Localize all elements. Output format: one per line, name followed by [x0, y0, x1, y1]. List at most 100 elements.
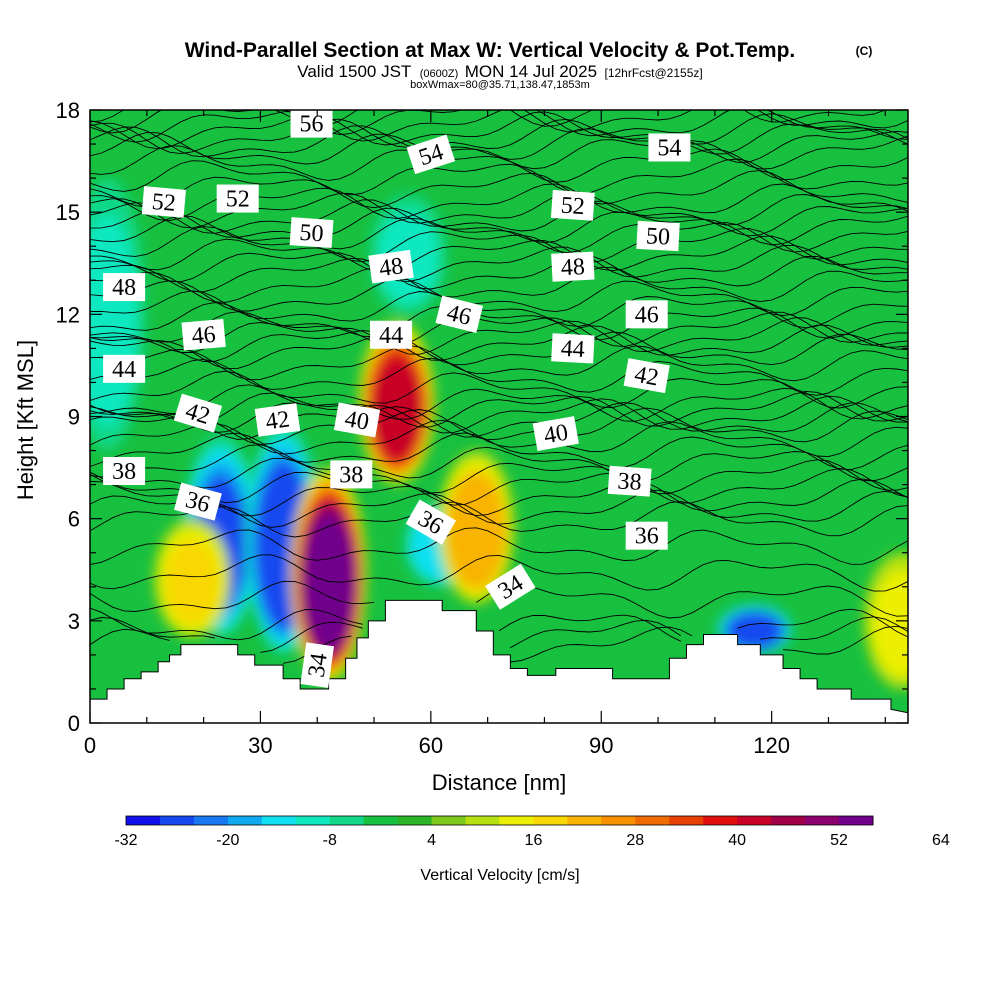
theta-label-text: 42 — [632, 362, 660, 392]
theta-label-box — [485, 563, 536, 610]
updraft-core-3-level-2 — [164, 540, 220, 624]
colorbar-tick-label: 40 — [728, 832, 746, 849]
colorbar-swatch — [261, 816, 297, 825]
theta-contour-line-1 — [90, 616, 908, 653]
theta-label-text: 44 — [112, 357, 136, 383]
theta-label-text: 52 — [560, 193, 586, 221]
theta-label-0: 56 — [290, 110, 333, 138]
theta-label-4: 52 — [216, 184, 259, 213]
colorbar-swatch — [363, 816, 399, 825]
theta-label-1: 54 — [406, 134, 456, 175]
theta-contour-line-44 — [90, 118, 908, 155]
theta-label-text: 42 — [264, 406, 291, 435]
x-axis: 0 30 60 90 120 — [84, 110, 886, 758]
theta-label-24: 38 — [607, 465, 652, 497]
theta-label-box — [623, 358, 670, 394]
theta-contour-line-39 — [90, 170, 908, 209]
theta-label-6: 50 — [289, 217, 334, 249]
colorbar-swatch — [227, 816, 263, 825]
theta-label-text: 48 — [378, 253, 405, 282]
updraft-core-4-level-1 — [872, 571, 908, 677]
theta-contour-line-7 — [90, 489, 908, 528]
terrain — [90, 599, 908, 723]
theta-label-box — [551, 251, 595, 282]
colorbar-tick-label: 4 — [427, 832, 436, 849]
theta-label-2: 54 — [648, 133, 691, 162]
theta-label-21: 40 — [532, 416, 579, 451]
theta-contour-line-16 — [90, 395, 908, 434]
y-tick-label: 12 — [56, 302, 80, 327]
theta-label-20: 40 — [333, 402, 381, 438]
valid-prefix: Valid 1500 JST — [297, 62, 411, 81]
theta-contour-line-24 — [90, 317, 908, 355]
theta-label-box — [289, 217, 334, 249]
colorbar-swatch — [839, 816, 874, 825]
theta-label-14: 44 — [103, 354, 146, 383]
box-info: boxWmax=80@35.71,138.47,1853m — [410, 79, 590, 91]
colorbar-swatch — [635, 816, 670, 825]
updraft-core-1-level-6 — [372, 358, 422, 460]
theta-label-12: 46 — [435, 295, 483, 333]
theta-label-text: 52 — [151, 189, 177, 217]
theta-label-9: 48 — [368, 249, 414, 284]
colorbar-tick-label: -20 — [216, 832, 239, 849]
theta-label-text: 46 — [635, 302, 659, 328]
theta-label-box — [435, 295, 483, 333]
theta-label-box — [607, 465, 652, 497]
theta-label-text: 48 — [112, 275, 136, 301]
y-tick-label: 18 — [56, 98, 80, 123]
theta-label-11: 46 — [181, 318, 226, 351]
x-tick-label: 30 — [248, 733, 272, 758]
theta-contour-line-4 — [90, 554, 908, 592]
theta-label-text: 52 — [226, 187, 250, 213]
theta-label-box — [103, 273, 146, 302]
theta-contour-line-37 — [90, 191, 908, 229]
forecast-info: [12hrFcst@2155z] — [604, 66, 702, 80]
theta-label-text: 34 — [304, 652, 333, 679]
theta-label-box — [551, 333, 595, 364]
colorbar-tick-label: -32 — [114, 832, 137, 849]
theta-label-box — [103, 456, 146, 485]
theta-contour-line-3 — [90, 580, 908, 619]
theta-label-box — [550, 189, 595, 221]
y-tick-label: 6 — [68, 507, 80, 532]
theta-label-13: 46 — [625, 300, 668, 329]
colorbar-swatch — [567, 816, 602, 825]
colorbar-swatch — [295, 816, 331, 825]
colorbar-swatch — [601, 816, 636, 825]
theta-contour-line-34 — [90, 215, 908, 254]
theta-contour-line-25 — [90, 311, 908, 348]
colorbar-swatch — [397, 816, 433, 825]
theta-label-box — [532, 416, 579, 451]
theta-contour-line-40 — [90, 158, 908, 196]
theta-contour-line-15 — [90, 402, 908, 440]
theta-label-27: 36 — [625, 521, 668, 550]
theta-label-text: 48 — [560, 254, 585, 281]
theta-contour-line-20 — [90, 357, 908, 396]
theta-label-text: 46 — [191, 322, 217, 350]
downdraft-core-3-level-4 — [729, 614, 780, 648]
colorbar-label: Vertical Velocity [cm/s] — [420, 867, 579, 884]
theta-contour-line-17 — [90, 390, 908, 428]
theta-label-box — [636, 220, 680, 252]
theta-contour-line-33 — [90, 226, 908, 264]
y-axis-label: Height [Kft MSL] — [13, 340, 38, 500]
theta-label-text: 50 — [645, 223, 670, 250]
copyright-mark: (C) — [856, 44, 873, 58]
theta-contour-line-29 — [90, 266, 908, 303]
theta-label-text: 56 — [300, 112, 324, 138]
theta-contour-line-41 — [90, 145, 908, 183]
valid-time-line: Valid 1500 JST (0600Z) MON 14 Jul 2025 [… — [297, 62, 702, 81]
theta-label-29: 34 — [300, 642, 335, 688]
theta-contour-line-11 — [90, 444, 908, 482]
colorbar-swatch — [126, 816, 161, 825]
theta-contour-line-42 — [90, 132, 908, 170]
theta-label-5: 52 — [550, 189, 595, 221]
updraft-core-2-level-3 — [450, 481, 503, 584]
y-tick-label: 3 — [68, 609, 80, 634]
theta-label-text: 40 — [542, 420, 570, 450]
theta-label-25: 36 — [174, 482, 222, 521]
chart-title: Wind-Parallel Section at Max W: Vertical… — [185, 39, 796, 62]
